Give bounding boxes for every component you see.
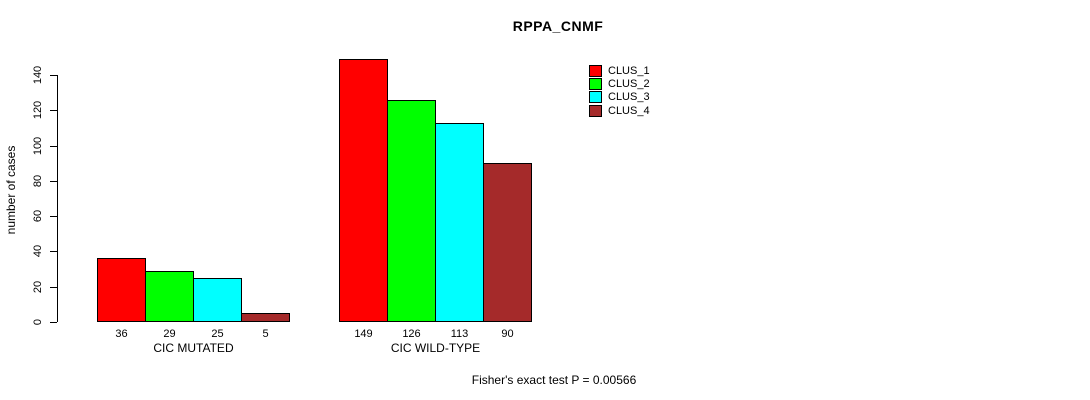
bar-value-label: 126 bbox=[402, 328, 421, 340]
bar-clus_2-cic-wild-type bbox=[387, 99, 436, 322]
legend-item-clus_3: CLUS_3 bbox=[589, 91, 650, 104]
bar-clus_3-cic-mutated bbox=[193, 277, 242, 322]
y-axis-tick-label: 0 bbox=[32, 318, 44, 326]
y-axis-tick-label: 80 bbox=[32, 174, 44, 187]
legend-swatch-icon bbox=[589, 64, 602, 77]
y-axis-tick bbox=[50, 322, 57, 323]
bar-clus_4-cic-mutated bbox=[241, 313, 290, 322]
bar-value-label: 5 bbox=[262, 328, 269, 340]
y-axis-tick bbox=[50, 145, 57, 147]
y-axis-tick bbox=[50, 286, 57, 288]
bar-clus_3-cic-wild-type bbox=[435, 122, 484, 322]
legend-label: CLUS_1 bbox=[608, 64, 650, 77]
legend-item-clus_1: CLUS_1 bbox=[589, 64, 650, 77]
legend-label: CLUS_2 bbox=[608, 78, 650, 91]
y-axis-tick-label: 40 bbox=[32, 245, 44, 258]
y-axis-tick-label: 140 bbox=[32, 65, 44, 85]
group-label-cic-mutated: CIC MUTATED bbox=[153, 341, 234, 355]
bar-value-label: 25 bbox=[211, 328, 224, 340]
bar-clus_2-cic-mutated bbox=[145, 270, 194, 322]
y-axis-tick-label: 100 bbox=[32, 136, 44, 155]
y-axis-line bbox=[57, 75, 58, 322]
bar-clus_4-cic-wild-type bbox=[483, 163, 532, 322]
legend-label: CLUS_4 bbox=[608, 104, 650, 117]
y-axis-label: number of cases bbox=[4, 145, 18, 235]
legend-item-clus_2: CLUS_2 bbox=[589, 77, 650, 91]
y-axis-tick bbox=[50, 75, 57, 76]
bar-clus_1-cic-wild-type bbox=[339, 59, 388, 322]
group-label-cic-wild-type: CIC WILD-TYPE bbox=[390, 341, 481, 355]
bar-value-label: 149 bbox=[354, 328, 373, 340]
fisher-test-annotation: Fisher's exact test P = 0.00566 bbox=[471, 373, 637, 387]
bar-value-label: 90 bbox=[501, 328, 514, 340]
bar-value-label: 113 bbox=[450, 328, 469, 340]
y-axis-tick bbox=[50, 251, 57, 253]
legend-label: CLUS_3 bbox=[608, 91, 650, 104]
legend-swatch-icon bbox=[589, 91, 602, 104]
y-axis-tick bbox=[50, 180, 57, 182]
y-axis-tick bbox=[50, 110, 57, 112]
y-axis-tick-label: 60 bbox=[32, 210, 44, 223]
bar-value-label: 36 bbox=[115, 328, 128, 340]
legend-item-clus_4: CLUS_4 bbox=[589, 104, 650, 117]
legend: CLUS_1 CLUS_2 CLUS_3 CLUS_4 bbox=[589, 64, 650, 118]
y-axis-tick-label: 20 bbox=[32, 280, 44, 293]
y-axis-tick bbox=[50, 216, 57, 218]
bar-value-label: 29 bbox=[163, 328, 176, 340]
legend-swatch-icon bbox=[589, 104, 602, 117]
bar-clus_1-cic-mutated bbox=[97, 258, 146, 322]
legend-swatch-icon bbox=[589, 78, 602, 91]
y-axis-tick-label: 120 bbox=[32, 101, 44, 120]
chart-title: RPPA_CNMF bbox=[512, 18, 604, 34]
